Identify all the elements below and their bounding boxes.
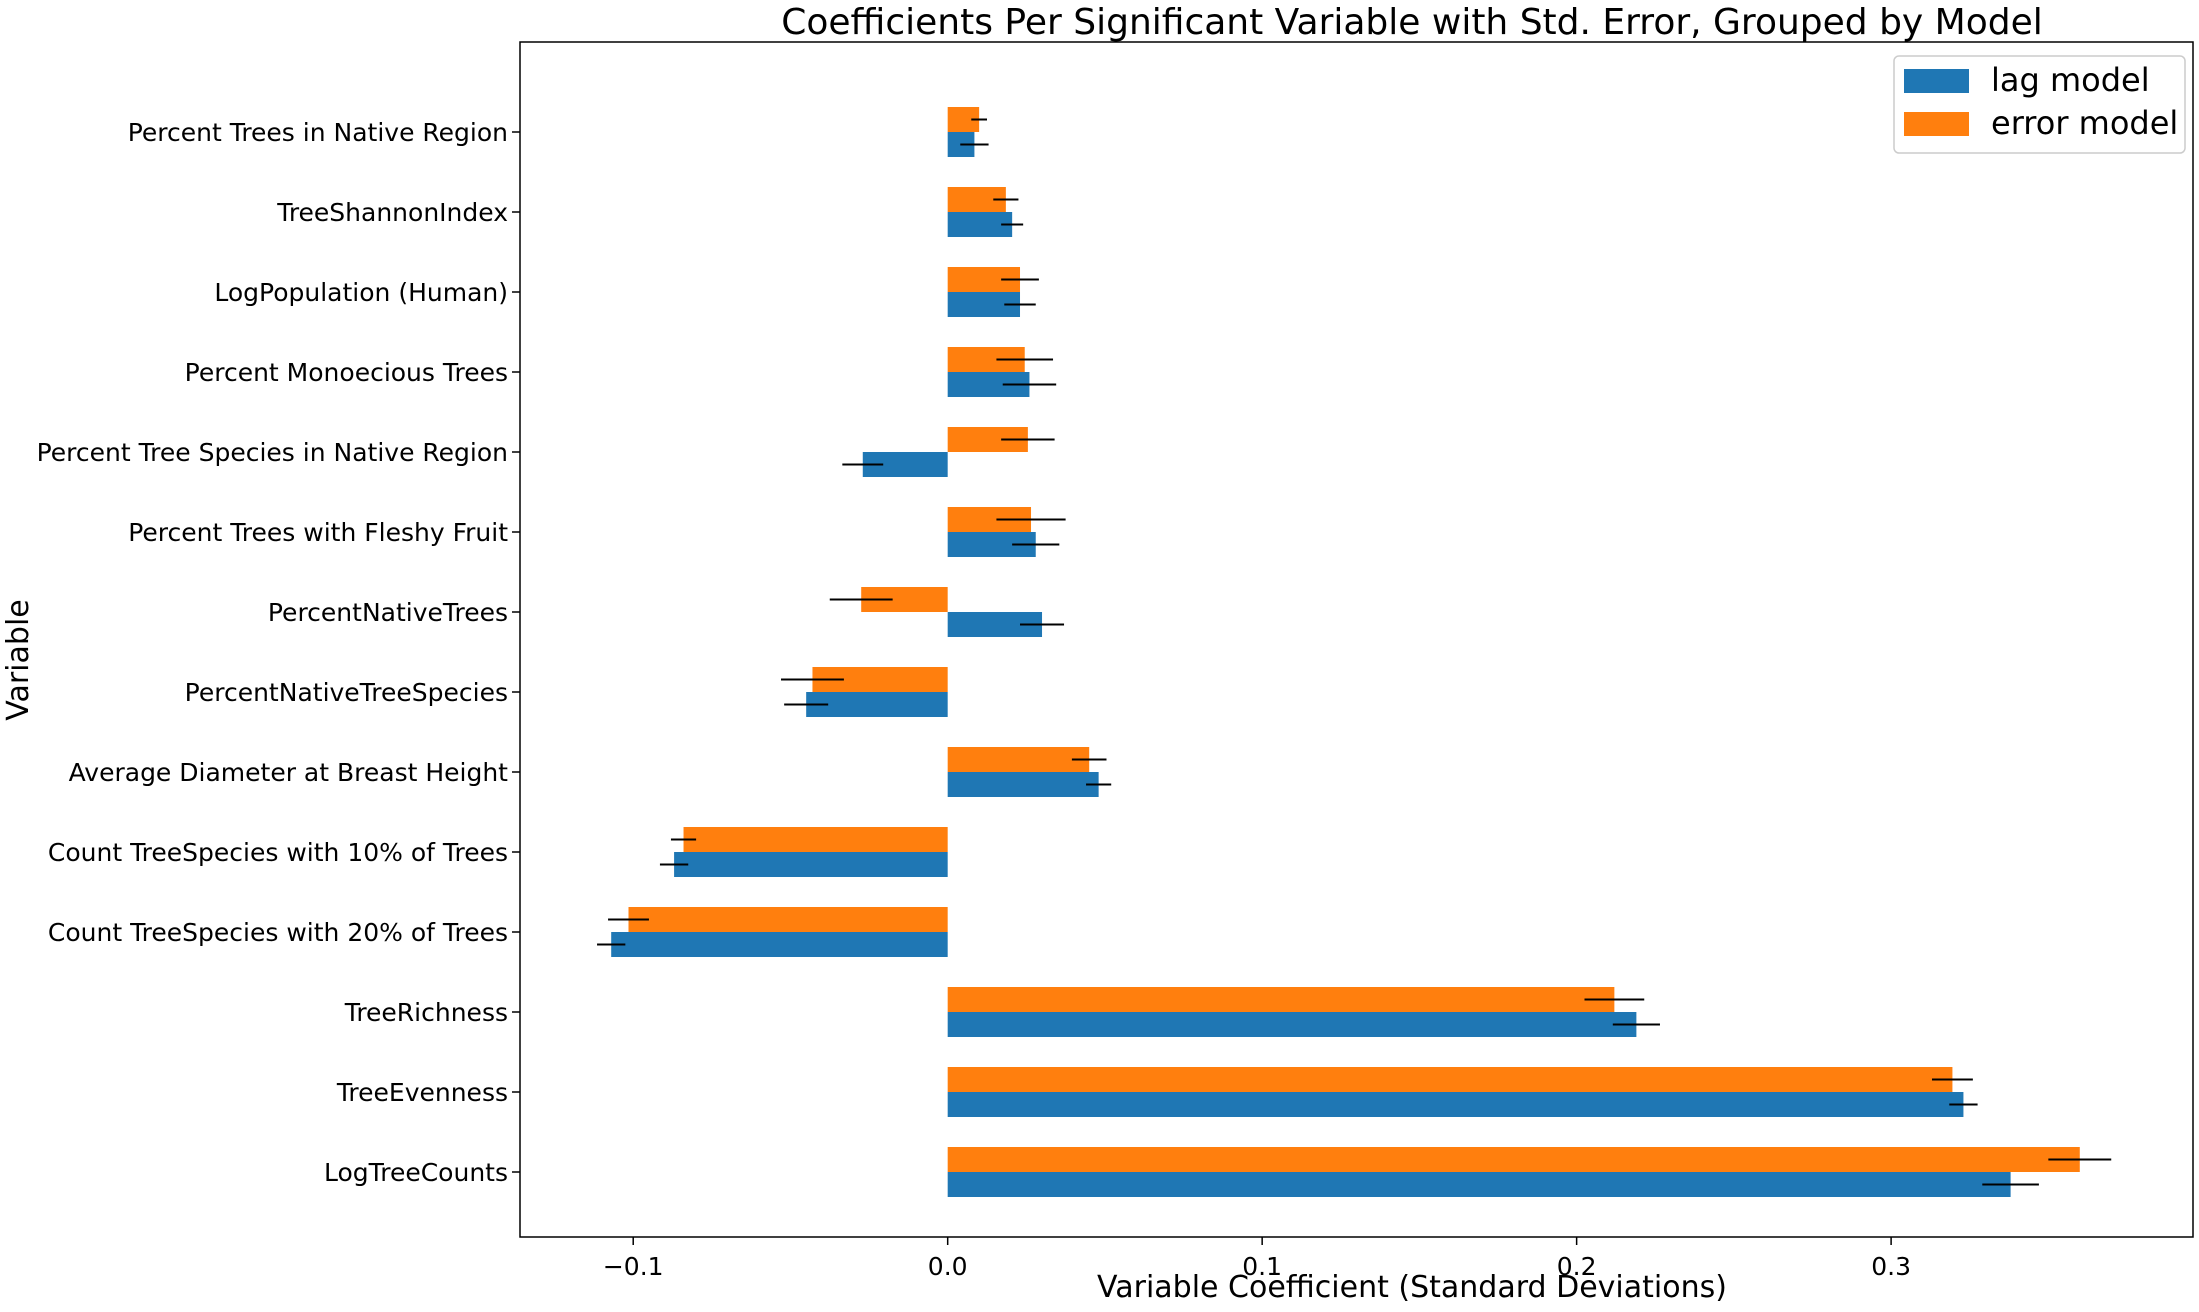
y-tick-label: Count TreeSpecies with 20% of Trees bbox=[48, 918, 508, 947]
y-tick-label: TreeRichness bbox=[344, 998, 508, 1027]
y-tick-label: PercentNativeTrees bbox=[268, 598, 508, 627]
bar-lag-10 bbox=[611, 932, 948, 957]
bar-error-12 bbox=[947, 1067, 1953, 1092]
x-tick-label: 0.1 bbox=[1242, 1252, 1282, 1281]
y-tick-label: Percent Trees in Native Region bbox=[128, 118, 508, 147]
legend-label-lag: lag model bbox=[1991, 61, 2150, 99]
y-tick-label: Percent Trees with Fleshy Fruit bbox=[128, 518, 508, 547]
y-tick-label: LogPopulation (Human) bbox=[214, 278, 508, 307]
legend: lag model error model bbox=[1893, 55, 2186, 154]
x-tick-label: 0.3 bbox=[1871, 1252, 1911, 1281]
y-tick-label: Average Diameter at Breast Height bbox=[69, 758, 509, 787]
legend-swatch-error bbox=[1904, 112, 1969, 136]
legend-label-error: error model bbox=[1991, 104, 2178, 142]
bar-error-13 bbox=[947, 1147, 2080, 1172]
y-axis-label: Variable bbox=[1, 599, 36, 720]
plot-frame bbox=[519, 41, 2194, 1238]
x-axis-label: Variable Coefficient (Standard Deviation… bbox=[1097, 1270, 1727, 1305]
bar-lag-7 bbox=[806, 692, 948, 717]
x-axis-ticks: −0.1 0.0 0.1 0.2 0.3 bbox=[603, 1237, 1911, 1281]
bars-layer bbox=[611, 107, 2080, 1197]
bar-lag-11 bbox=[947, 1012, 1637, 1037]
y-tick-label: LogTreeCounts bbox=[324, 1158, 508, 1187]
x-tick-label: −0.1 bbox=[603, 1252, 664, 1281]
y-tick-label: TreeShannonIndex bbox=[276, 198, 508, 227]
bar-error-8 bbox=[947, 747, 1090, 772]
legend-swatch-lag bbox=[1904, 69, 1969, 93]
y-tick-label: PercentNativeTreeSpecies bbox=[185, 678, 508, 707]
bar-lag-8 bbox=[947, 772, 1099, 797]
bar-lag-9 bbox=[674, 852, 948, 877]
y-axis-ticks: Percent Trees in Native Region TreeShanno… bbox=[37, 118, 520, 1187]
chart-title: Coefficients Per Significant Variable wi… bbox=[781, 2, 2043, 43]
bar-error-10 bbox=[628, 907, 948, 932]
x-tick-label: 0.0 bbox=[928, 1252, 968, 1281]
y-tick-label: TreeEvenness bbox=[336, 1078, 508, 1107]
x-tick-label: 0.2 bbox=[1557, 1252, 1597, 1281]
bar-error-9 bbox=[683, 827, 948, 852]
bar-error-11 bbox=[947, 987, 1615, 1012]
y-tick-label: Percent Monoecious Trees bbox=[185, 358, 508, 387]
y-tick-label: Count TreeSpecies with 10% of Trees bbox=[48, 838, 508, 867]
error-bars-layer bbox=[597, 118, 2112, 1186]
bar-lag-13 bbox=[947, 1172, 2011, 1197]
y-tick-label: Percent Tree Species in Native Region bbox=[37, 438, 508, 467]
bar-lag-12 bbox=[947, 1092, 1964, 1117]
